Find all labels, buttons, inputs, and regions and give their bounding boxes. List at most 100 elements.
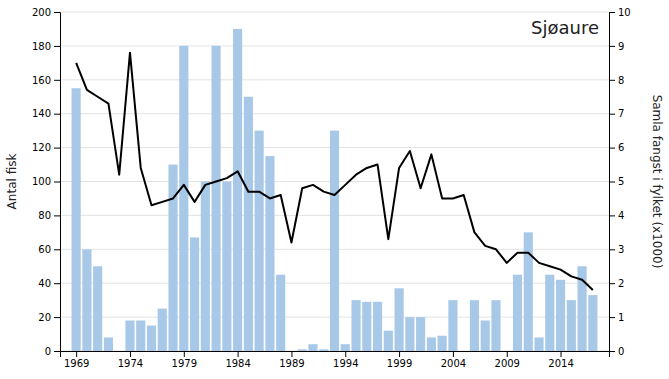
bar: [513, 275, 522, 351]
tick-label: 1: [618, 312, 624, 323]
bar: [470, 300, 479, 351]
tick-label: 2004: [441, 358, 466, 369]
bar: [448, 300, 457, 351]
tick: 1994: [333, 351, 358, 369]
bar: [362, 302, 371, 351]
tick: 1999: [387, 351, 412, 369]
tick-label: 1979: [172, 358, 197, 369]
axis-line: [54, 13, 61, 352]
tick: 7: [609, 108, 624, 119]
tick-label: 40: [38, 278, 51, 289]
bar: [567, 300, 576, 351]
bar: [395, 288, 404, 351]
tick: 140: [32, 108, 60, 119]
line: [76, 53, 593, 290]
tick: 2: [609, 278, 624, 289]
bar: [212, 46, 221, 351]
tick-label: 7: [618, 108, 624, 119]
bar: [201, 182, 210, 352]
bar: [341, 344, 350, 351]
title-group: Sjøaure: [527, 14, 603, 41]
tick-mark: [54, 46, 60, 47]
tick-label: 200: [32, 7, 51, 18]
tick: 1: [609, 312, 624, 323]
tick: 200: [32, 7, 60, 18]
tick-mark: [609, 148, 615, 149]
bar: [93, 266, 102, 351]
bar: [405, 317, 414, 351]
tick-mark: [609, 80, 615, 81]
tick-mark: [54, 12, 60, 13]
title: Sjøaure: [531, 17, 599, 38]
tick-label: 1969: [64, 358, 89, 369]
bar: [82, 249, 91, 351]
y2-axis: 012345678910: [609, 7, 631, 357]
y-axis-title: Antal fisk: [5, 154, 19, 210]
tick-mark: [238, 351, 239, 357]
tick: 3: [609, 244, 624, 255]
tick-label: 2: [618, 278, 624, 289]
tick-mark: [609, 46, 615, 47]
grid: [60, 12, 609, 351]
tick-label: 5: [618, 176, 624, 187]
tick: 4: [609, 210, 624, 221]
tick-mark: [561, 351, 562, 357]
bar: [502, 351, 511, 352]
tick-label: 1984: [225, 358, 250, 369]
bar: [438, 336, 447, 351]
tick-label: 180: [32, 41, 51, 52]
tick-label: 1999: [387, 358, 412, 369]
y2-axis-title: Samla fangst i fylket (x1000): [650, 95, 664, 269]
tick: 160: [32, 75, 60, 86]
chart: 1969197419791984198919941999200420092014…: [0, 0, 669, 379]
tick: 0: [45, 346, 60, 357]
tick-label: 0: [618, 346, 624, 357]
tick-mark: [609, 317, 615, 318]
tick-label: 1989: [279, 358, 304, 369]
tick-mark: [453, 351, 454, 357]
tick: 120: [32, 142, 60, 153]
tick: 2009: [495, 351, 520, 369]
bar: [287, 351, 296, 352]
tick: 0: [609, 346, 624, 357]
tick: 1989: [279, 351, 304, 369]
tick-label: 100: [32, 176, 51, 187]
tick-mark: [609, 215, 615, 216]
tick: 40: [38, 278, 60, 289]
tick: 2004: [441, 351, 466, 369]
grid-line: [60, 45, 609, 46]
bar: [545, 275, 554, 351]
tick-mark: [76, 351, 77, 357]
axis-line: [610, 13, 616, 352]
tick: 1969: [64, 351, 89, 369]
tick-mark: [54, 148, 60, 149]
bar: [298, 349, 307, 351]
tick-label: 120: [32, 142, 51, 153]
tick: 80: [38, 210, 60, 221]
tick-label: 80: [38, 210, 51, 221]
tick-mark: [54, 182, 60, 183]
bar: [308, 344, 317, 351]
bar-series: [72, 29, 598, 351]
tick-mark: [345, 351, 346, 357]
bar: [427, 337, 436, 351]
tick: 100: [32, 176, 60, 187]
y-axis: 020406080100120140160180200: [32, 7, 61, 357]
tick-mark: [54, 317, 60, 318]
tick: 1979: [172, 351, 197, 369]
tick-label: 0: [45, 346, 51, 357]
bar: [158, 309, 167, 351]
bar: [276, 275, 285, 351]
bar: [265, 156, 274, 351]
tick-label: 20: [38, 312, 51, 323]
title-background: [527, 14, 603, 41]
tick-mark: [291, 351, 292, 357]
tick-mark: [54, 249, 60, 250]
tick-mark: [609, 249, 615, 250]
grid-line: [60, 12, 609, 13]
tick-label: 2014: [548, 358, 573, 369]
chart-container: 1969197419791984198919941999200420092014…: [0, 0, 669, 379]
tick: 20: [38, 312, 60, 323]
tick-mark: [609, 114, 615, 115]
bar: [319, 349, 328, 351]
